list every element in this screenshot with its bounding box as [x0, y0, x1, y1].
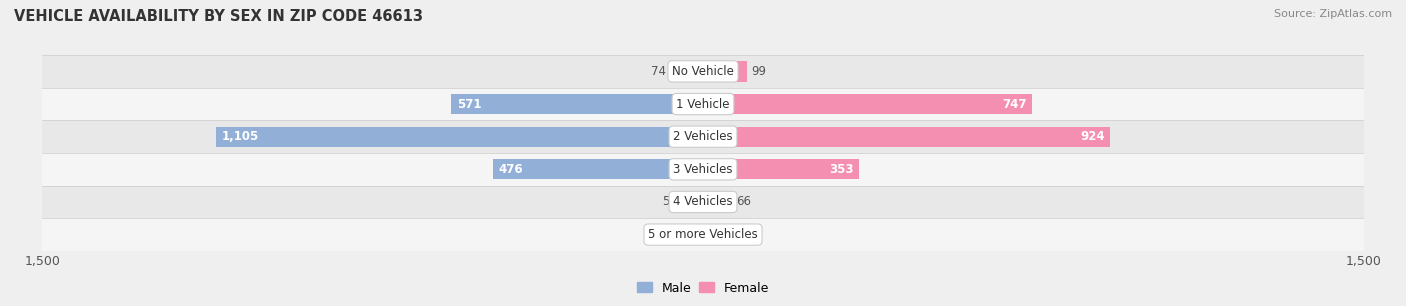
- Text: 571: 571: [457, 98, 481, 110]
- Text: 1,105: 1,105: [222, 130, 259, 143]
- Bar: [42, 153, 1364, 186]
- Bar: [42, 88, 1364, 120]
- Bar: [703, 192, 733, 212]
- Bar: [42, 186, 1364, 218]
- Text: 353: 353: [828, 163, 853, 176]
- Text: 74: 74: [651, 65, 666, 78]
- Bar: [703, 159, 859, 179]
- Bar: [703, 61, 747, 81]
- Text: 5 or more Vehicles: 5 or more Vehicles: [648, 228, 758, 241]
- Bar: [42, 218, 1364, 251]
- Bar: [42, 120, 1364, 153]
- Text: 924: 924: [1080, 130, 1105, 143]
- Bar: [671, 61, 703, 81]
- Text: 4 Vehicles: 4 Vehicles: [673, 196, 733, 208]
- Text: 66: 66: [737, 196, 751, 208]
- Bar: [217, 127, 703, 147]
- Text: VEHICLE AVAILABILITY BY SEX IN ZIP CODE 46613: VEHICLE AVAILABILITY BY SEX IN ZIP CODE …: [14, 9, 423, 24]
- Bar: [42, 55, 1364, 88]
- Bar: [703, 127, 1111, 147]
- Text: 747: 747: [1002, 98, 1026, 110]
- Text: No Vehicle: No Vehicle: [672, 65, 734, 78]
- Bar: [703, 225, 733, 245]
- Legend: Male, Female: Male, Female: [631, 277, 775, 300]
- Text: 476: 476: [499, 163, 523, 176]
- Text: 70: 70: [652, 228, 668, 241]
- Text: 1 Vehicle: 1 Vehicle: [676, 98, 730, 110]
- Text: Source: ZipAtlas.com: Source: ZipAtlas.com: [1274, 9, 1392, 19]
- Bar: [703, 94, 1032, 114]
- Text: 2 Vehicles: 2 Vehicles: [673, 130, 733, 143]
- Text: 99: 99: [751, 65, 766, 78]
- Bar: [681, 192, 703, 212]
- Bar: [494, 159, 703, 179]
- Text: 3 Vehicles: 3 Vehicles: [673, 163, 733, 176]
- Text: 50: 50: [662, 196, 676, 208]
- Bar: [451, 94, 703, 114]
- Bar: [672, 225, 703, 245]
- Text: 68: 68: [737, 228, 752, 241]
